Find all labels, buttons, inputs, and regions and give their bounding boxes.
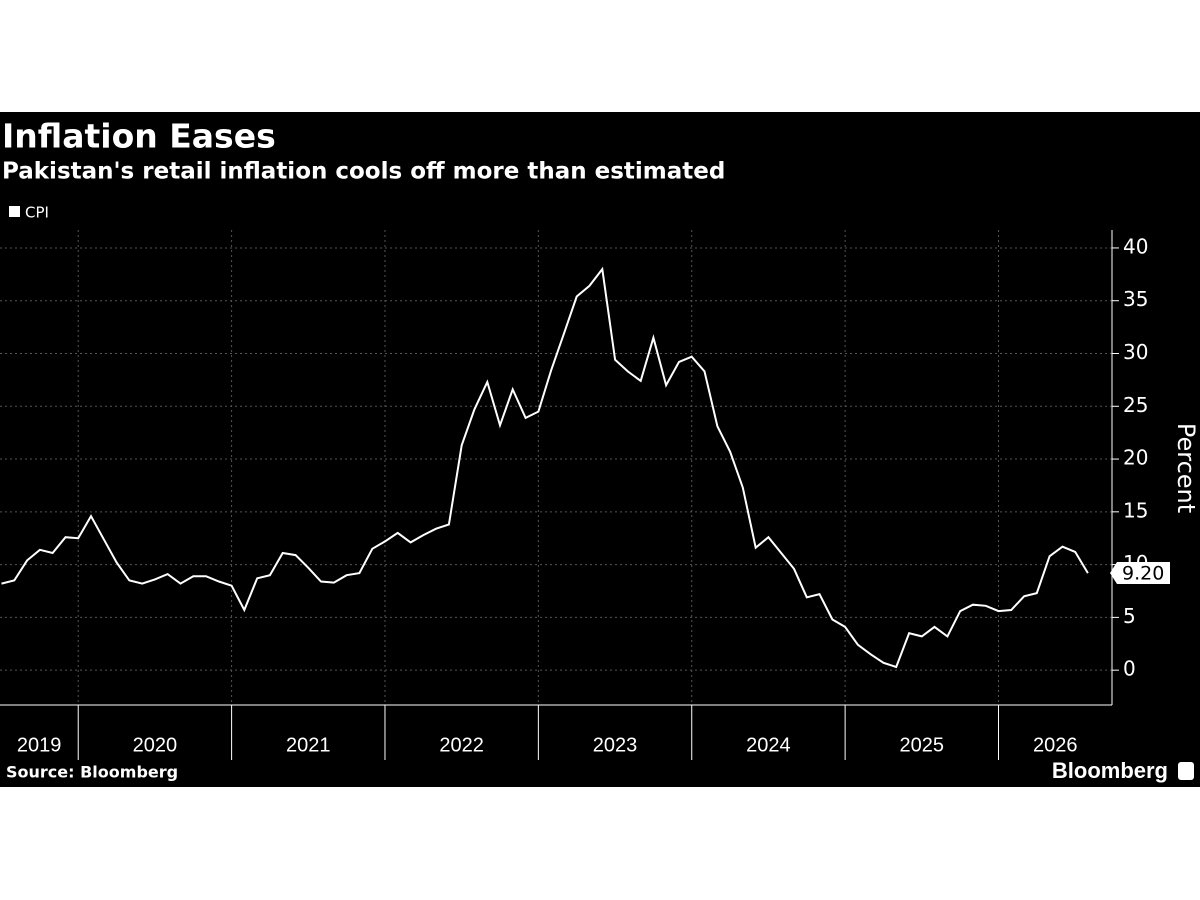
data-line <box>1 266 1089 669</box>
value-flag <box>1110 562 1170 585</box>
x-tick-label: 2026 <box>1033 734 1078 756</box>
y-tick-label: 0 <box>1123 657 1136 681</box>
chart-background <box>0 112 1200 787</box>
y-tick-label: 40 <box>1123 234 1148 258</box>
y-tick-label: 20 <box>1123 446 1148 470</box>
chart-subtitle: Pakistan's retail inflation cools off mo… <box>2 159 725 185</box>
value-label: 9.20 <box>1122 563 1164 585</box>
chart-title: Inflation Eases <box>2 117 276 156</box>
y-tick-label: 25 <box>1123 393 1148 417</box>
x-tick-label: 2023 <box>593 734 638 756</box>
y-tick-label: 30 <box>1123 340 1148 364</box>
legend-label: CPI <box>25 204 49 222</box>
x-tick-label: 2022 <box>439 734 484 756</box>
x-tick-label: 2020 <box>133 734 178 756</box>
y-tick-label: 35 <box>1123 287 1148 311</box>
y-tick-label: 15 <box>1123 498 1148 522</box>
source-note: Source: Bloomberg <box>6 763 178 782</box>
y-axis-title: Percent <box>1172 423 1200 513</box>
legend-swatch <box>9 206 20 217</box>
x-tick-label: 2024 <box>746 734 791 756</box>
brand-icon <box>1178 762 1194 780</box>
x-tick-label: 2025 <box>900 734 945 756</box>
y-tick-label: 5 <box>1123 604 1136 628</box>
x-tick-label: 2021 <box>286 734 331 756</box>
x-tick-label: 2019 <box>17 734 62 756</box>
brand-logo: Bloomberg <box>1052 758 1168 783</box>
